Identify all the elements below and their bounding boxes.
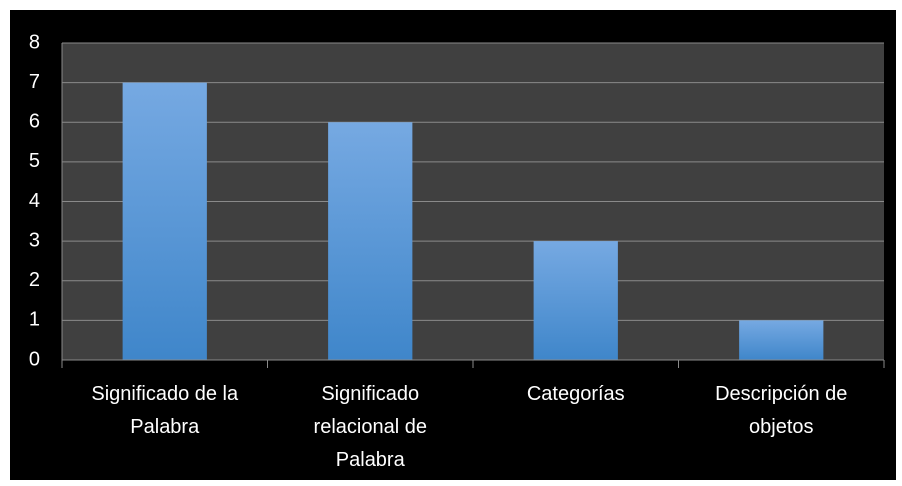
y-tick-label: 3 bbox=[29, 229, 40, 251]
bar bbox=[533, 241, 618, 360]
bar bbox=[739, 320, 824, 360]
bar bbox=[122, 82, 207, 360]
x-tick-label: Significado relacional de Palabra bbox=[313, 383, 427, 471]
x-tick-label: Categorías bbox=[526, 383, 625, 405]
y-tick-label: 5 bbox=[29, 150, 40, 172]
y-tick-label: 8 bbox=[29, 31, 40, 53]
y-tick-label: 7 bbox=[29, 71, 40, 93]
bar bbox=[328, 122, 413, 360]
x-tick-label: Significado de la Palabra bbox=[91, 383, 239, 438]
x-tick-label: Descripción de objetos bbox=[715, 383, 848, 438]
y-tick-label: 1 bbox=[29, 309, 40, 331]
y-tick-label: 4 bbox=[29, 190, 40, 212]
y-tick-label: 0 bbox=[29, 348, 40, 370]
y-tick-label: 6 bbox=[29, 111, 40, 133]
y-tick-label: 2 bbox=[29, 269, 40, 291]
